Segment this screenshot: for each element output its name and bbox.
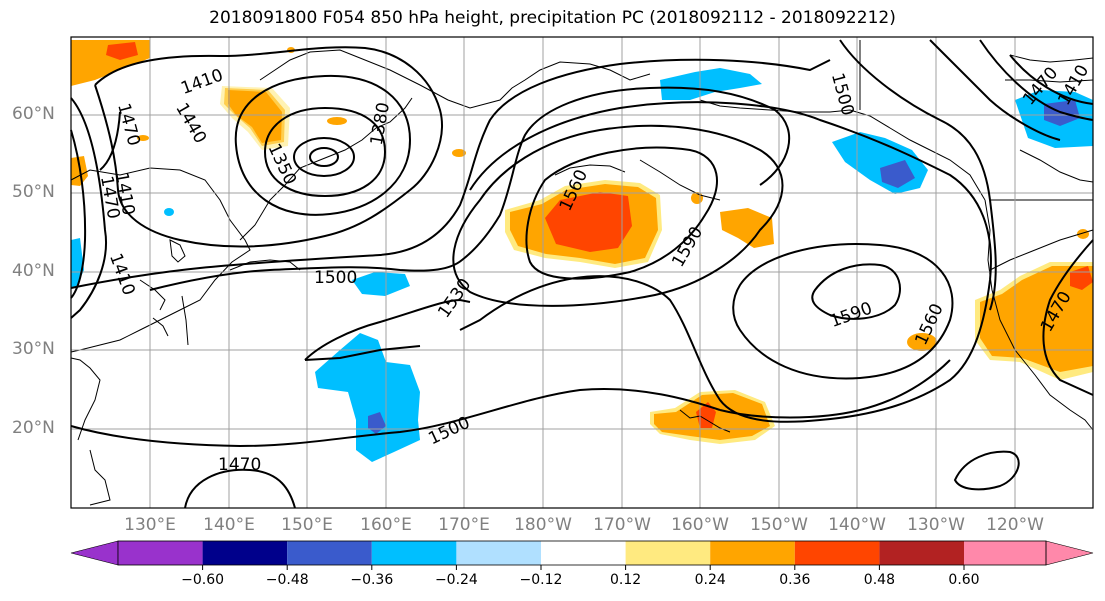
precip-anomaly-high xyxy=(106,42,138,60)
lon-label: 140°E xyxy=(203,515,255,535)
precip-anomaly-high xyxy=(696,402,716,428)
colorbar-segment xyxy=(541,541,626,565)
map-plot-area: 1410 1470 1440 1350 1380 1470 1410 1410 … xyxy=(70,36,1094,509)
precip-anomaly-positive xyxy=(980,266,1093,372)
lon-label: 140°W xyxy=(828,515,886,535)
height-contours xyxy=(70,39,1094,509)
contour-label: 1500 xyxy=(314,268,357,288)
colorbar-segment xyxy=(964,541,1046,565)
lon-label: 170°W xyxy=(593,515,651,535)
lon-label: 160°W xyxy=(671,515,729,535)
colorbar-tick-label: −0.36 xyxy=(350,572,394,588)
precip-anomaly-positive xyxy=(452,149,466,157)
colorbar-tick-label: 0.24 xyxy=(694,572,726,588)
precip-anomaly-positive xyxy=(1077,229,1089,239)
lat-label: 40°N xyxy=(12,261,55,281)
colorbar-tick-label: 0.36 xyxy=(779,572,811,588)
contour-label: 1470 xyxy=(218,455,261,475)
colorbar-segment xyxy=(371,541,457,565)
precip-anomaly-high xyxy=(545,192,632,252)
colorbar-segment xyxy=(794,541,880,565)
precip-shading xyxy=(71,40,1093,462)
colorbar-extend-low xyxy=(70,540,119,566)
precip-anomaly-negative-high xyxy=(880,160,915,188)
colorbar xyxy=(70,540,1094,570)
lon-label: 130°W xyxy=(907,515,965,535)
graticule xyxy=(71,37,1093,508)
colorbar-segment xyxy=(625,541,711,565)
lon-label: 170°E xyxy=(438,515,490,535)
map-frame xyxy=(70,36,1094,509)
colorbar-segment xyxy=(710,541,795,565)
lon-label: 130°E xyxy=(124,515,176,535)
colorbar-tick-label: −0.12 xyxy=(519,572,563,588)
colorbar-segment xyxy=(879,541,964,565)
precip-anomaly-negative xyxy=(315,333,420,462)
precip-anomaly-positive xyxy=(720,208,774,248)
colorbar-segment xyxy=(456,541,541,565)
precip-anomaly-negative xyxy=(164,208,174,216)
precip-anomaly-positive xyxy=(137,135,149,141)
precip-anomaly-negative xyxy=(660,68,762,100)
precip-anomaly-positive xyxy=(228,90,282,143)
lat-label: 60°N xyxy=(12,104,55,124)
colorbar-tick-label: 0.48 xyxy=(863,572,895,588)
colorbar-tick-label: −0.48 xyxy=(265,572,309,588)
colorbar-tick-label: 0.12 xyxy=(610,572,642,588)
lon-label: 150°E xyxy=(281,515,333,535)
lon-label: 160°E xyxy=(360,515,412,535)
colorbar-tick-label: 0.60 xyxy=(948,572,980,588)
precip-anomaly-negative xyxy=(352,272,410,296)
lon-label: 180°W xyxy=(514,515,572,535)
colorbar-segment xyxy=(202,541,288,565)
lat-label: 30°N xyxy=(12,339,55,359)
lat-label: 20°N xyxy=(12,418,55,438)
colorbar-tick-label: −0.60 xyxy=(181,572,225,588)
precip-anomaly-positive xyxy=(327,117,347,125)
colorbar-extend-high xyxy=(1045,540,1094,566)
colorbar-segment xyxy=(118,541,203,565)
precip-anomaly-positive xyxy=(907,333,937,351)
colorbar-segment xyxy=(287,541,372,565)
map-title: 2018091800 F054 850 hPa height, precipit… xyxy=(209,8,896,28)
colorbar-tick-label: −0.24 xyxy=(434,572,478,588)
lon-label: 150°W xyxy=(750,515,808,535)
lat-label: 50°N xyxy=(12,182,55,202)
lon-label: 120°W xyxy=(986,515,1044,535)
